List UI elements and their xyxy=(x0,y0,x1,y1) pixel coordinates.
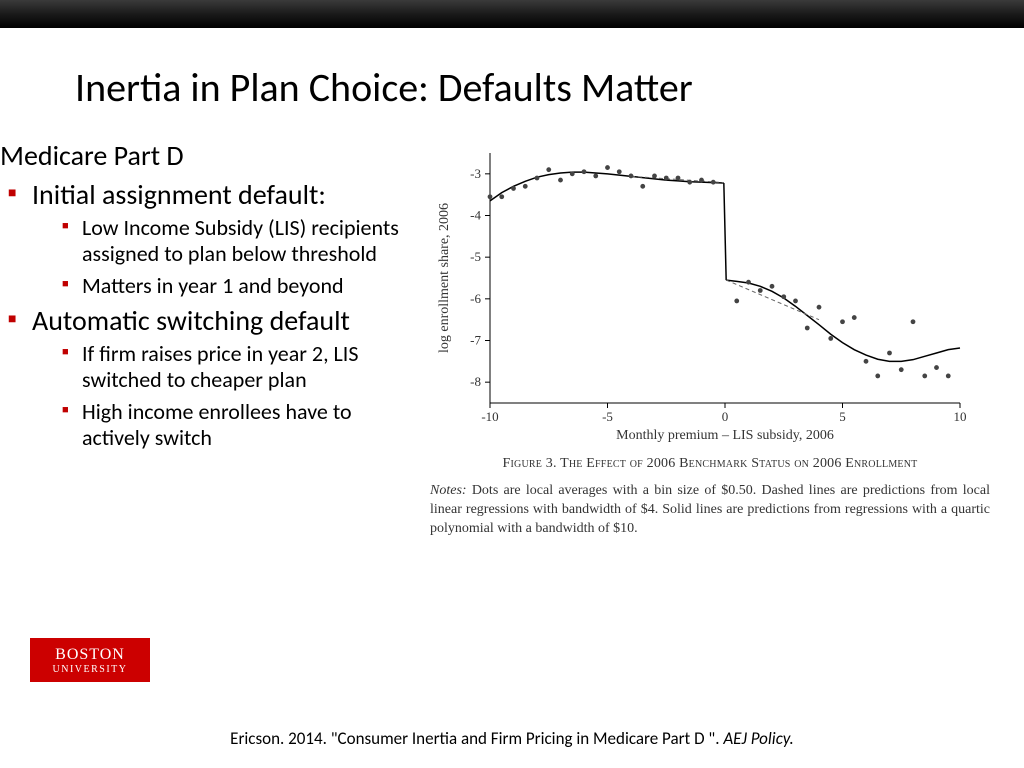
boston-university-logo: BOSTON UNIVERSITY xyxy=(30,638,150,682)
bullet-text: Automatic switching default xyxy=(32,303,350,338)
sub-bullet-item: Matters in year 1 and beyond xyxy=(32,273,420,299)
figure-caption: Figure 3. The Effect of 2006 Benchmark S… xyxy=(430,456,990,472)
text-content: Medicare Part D Initial assignment defau… xyxy=(0,138,420,457)
section-heading: Medicare Part D xyxy=(0,138,420,173)
slide-title: Inertia in Plan Choice: Defaults Matter xyxy=(75,63,693,112)
logo-line-1: BOSTON xyxy=(55,646,125,664)
sub-bullet-item: If firm raises price in year 2, LIS swit… xyxy=(32,341,420,393)
figure-area: -8 -7 -6 -5 -4 -3 -10 -5 0 5 10 Monthly premium – L… xyxy=(430,143,990,539)
svg-text:10: 10 xyxy=(954,409,967,424)
citation: Ericson. 2014. "Consumer Inertia and Fir… xyxy=(0,728,1024,749)
sub-bullet-item: Low Income Subsidy (LIS) recipients assi… xyxy=(32,215,420,267)
citation-journal: AEJ Policy. xyxy=(723,728,794,749)
sub-bullet-list: Low Income Subsidy (LIS) recipients assi… xyxy=(32,215,420,299)
figure-caption-text: The Effect of 2006 Benchmark Status on 2… xyxy=(560,456,917,471)
figure-notes: Notes: Dots are local averages with a bi… xyxy=(430,482,990,539)
bullet-item: Automatic switching default If firm rais… xyxy=(0,305,420,451)
citation-plain: Ericson. 2014. "Consumer Inertia and Fir… xyxy=(230,728,723,749)
notes-body: Dots are local averages with a bin size … xyxy=(430,483,990,536)
svg-text:-3: -3 xyxy=(470,166,481,181)
logo-line-2: UNIVERSITY xyxy=(53,664,128,675)
bullet-text: Initial assignment default: xyxy=(32,177,326,212)
svg-text:-8: -8 xyxy=(470,374,481,389)
svg-text:log enrollment share, 2006: log enrollment share, 2006 xyxy=(437,203,452,353)
figure-caption-prefix: Figure 3. xyxy=(503,456,561,471)
bullet-item: Initial assignment default: Low Income S… xyxy=(0,179,420,299)
svg-text:-5: -5 xyxy=(602,409,613,424)
rdd-chart: -8 -7 -6 -5 -4 -3 -10 -5 0 5 10 Monthly premium – L… xyxy=(430,143,970,443)
slide: Inertia in Plan Choice: Defaults Matter … xyxy=(0,28,1024,768)
sub-bullet-list: If firm raises price in year 2, LIS swit… xyxy=(32,341,420,451)
svg-text:-5: -5 xyxy=(470,249,481,264)
svg-text:Monthly premium – LIS subsidy,: Monthly premium – LIS subsidy, 2006 xyxy=(616,428,834,443)
sub-bullet-item: High income enrollees have to actively s… xyxy=(32,399,420,451)
svg-text:-10: -10 xyxy=(481,409,498,424)
svg-text:-4: -4 xyxy=(470,208,481,223)
notes-label: Notes: xyxy=(430,483,467,498)
svg-text:-6: -6 xyxy=(470,291,481,306)
window-top-bar xyxy=(0,0,1024,28)
bullet-list: Initial assignment default: Low Income S… xyxy=(0,179,420,451)
svg-text:0: 0 xyxy=(722,409,729,424)
svg-text:5: 5 xyxy=(839,409,846,424)
svg-text:-7: -7 xyxy=(470,333,481,348)
